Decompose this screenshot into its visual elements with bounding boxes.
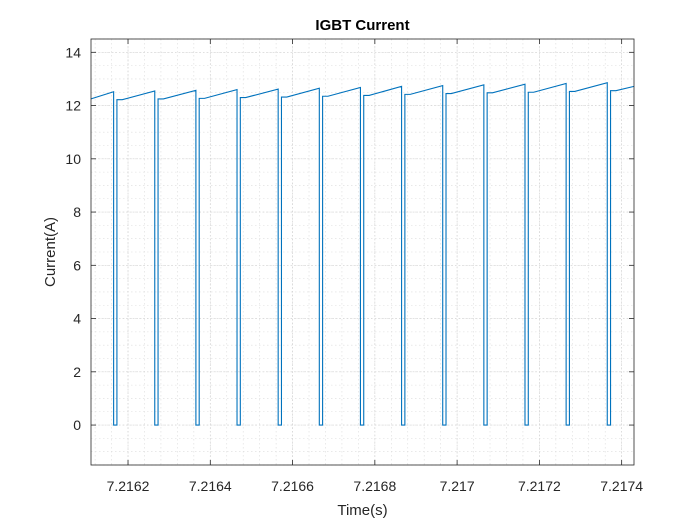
chart-title: IGBT Current — [315, 17, 409, 34]
y-tick-label: 6 — [73, 257, 81, 273]
line-layer — [90, 81, 635, 426]
x-axis-label: Time(s) — [337, 502, 387, 519]
y-tick-label: 0 — [73, 417, 81, 433]
x-tick-label: 7.2166 — [271, 478, 314, 494]
series-line — [90, 81, 635, 426]
y-tick-label: 10 — [65, 151, 81, 167]
axes-layer — [90, 38, 635, 466]
x-tick-label: 7.2162 — [107, 478, 150, 494]
x-tick-label: 7.2164 — [189, 478, 232, 494]
x-tick-label: 7.2172 — [518, 478, 561, 494]
y-tick-label: 4 — [73, 311, 81, 327]
y-axis-label: Current(A) — [42, 217, 59, 287]
x-tick-label: 7.2174 — [600, 478, 643, 494]
tick-layer: 7.2162 7.2164 7.2166 7.2168 7.217 7.2172 7.217… — [65, 39, 643, 494]
axes-box — [90, 38, 635, 466]
y-tick-label: 2 — [73, 364, 81, 380]
y-tick-label: 8 — [73, 204, 81, 220]
x-tick-label: 7.217 — [440, 478, 475, 494]
x-tick-label: 7.2168 — [353, 478, 396, 494]
y-tick-label: 12 — [65, 98, 81, 114]
grid-layer — [91, 38, 634, 466]
y-tick-label: 14 — [65, 44, 81, 60]
